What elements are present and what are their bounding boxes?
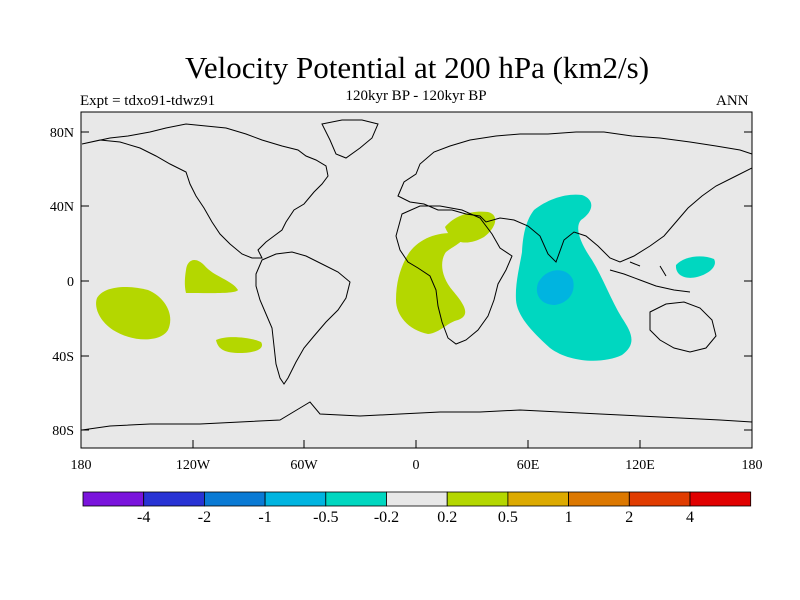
anomaly-region-africa-atlantic xyxy=(396,233,466,334)
colorbar-box xyxy=(325,491,387,507)
colorbar-box xyxy=(82,491,145,507)
colorbar-box xyxy=(386,491,448,507)
colorbar-label: -0.2 xyxy=(374,509,399,526)
lat-label-40n: 40N xyxy=(50,200,74,215)
colorbar-box xyxy=(446,491,509,507)
experiment-label: Expt = tdxo91-tdwz91 xyxy=(80,93,216,109)
coastline-eurasia xyxy=(397,131,753,263)
colorbar-label: -1 xyxy=(258,509,271,526)
plot-subtitle: 120kyr BP - 120kyr BP xyxy=(345,88,487,104)
colorbar-box xyxy=(568,491,630,507)
colorbar-box xyxy=(143,491,205,507)
coastline-greenland xyxy=(321,119,379,159)
lon-label-60w: 60W xyxy=(290,458,318,473)
lat-label-0: 0 xyxy=(67,275,74,290)
lat-axis xyxy=(81,131,752,431)
coastline-north-america xyxy=(81,123,329,259)
coastline-antarctica xyxy=(81,401,753,431)
lat-label-80n: 80N xyxy=(50,126,74,141)
colorbar-label: 0.2 xyxy=(437,509,457,526)
anomaly-region-south-pacific-west xyxy=(96,286,171,340)
anomaly-region-east-pacific xyxy=(184,259,238,294)
lon-label-180w: 180 xyxy=(71,458,92,473)
coastline-australia xyxy=(649,301,717,353)
coastline-south-america xyxy=(255,251,351,385)
lon-label-60e: 60E xyxy=(517,458,540,473)
anomaly-region-indian-ocean-core xyxy=(536,270,574,305)
anomaly-region-west-pacific xyxy=(675,256,715,278)
colorbar-box xyxy=(507,491,569,507)
coastline-maritime-continent xyxy=(609,261,691,293)
colorbar-label: -0.5 xyxy=(313,509,338,526)
anomaly-fills xyxy=(96,194,715,361)
coastline-africa xyxy=(395,205,513,345)
colorbar-label: -4 xyxy=(137,509,150,526)
lon-label-0: 0 xyxy=(413,458,420,473)
lon-label-180e: 180 xyxy=(742,458,763,473)
colorbar-label: 2 xyxy=(625,509,633,526)
colorbar-label: 1 xyxy=(565,509,573,526)
colorbar-label: -2 xyxy=(198,509,211,526)
coastlines xyxy=(81,119,753,431)
colorbar: -4 -2 -1 -0.5 -0.2 0.2 0.5 1 2 4 xyxy=(82,491,752,526)
season-label: ANN xyxy=(716,93,749,109)
lon-label-120e: 120E xyxy=(625,458,655,473)
lon-axis xyxy=(80,440,753,448)
colorbar-box xyxy=(203,491,266,507)
colorbar-box xyxy=(628,491,691,507)
colorbar-label: 0.5 xyxy=(498,509,518,526)
colorbar-label: 4 xyxy=(686,509,694,526)
anomaly-region-indian-ocean xyxy=(515,194,632,361)
plot-title: Velocity Potential at 200 hPa (km2/s) xyxy=(184,50,650,85)
lon-label-120w: 120W xyxy=(176,458,211,473)
colorbar-box xyxy=(264,491,327,507)
lat-label-80s: 80S xyxy=(52,424,74,439)
anomaly-region-south-east-pacific xyxy=(216,337,263,353)
colorbar-box xyxy=(689,491,752,507)
lat-label-40s: 40S xyxy=(52,350,74,365)
